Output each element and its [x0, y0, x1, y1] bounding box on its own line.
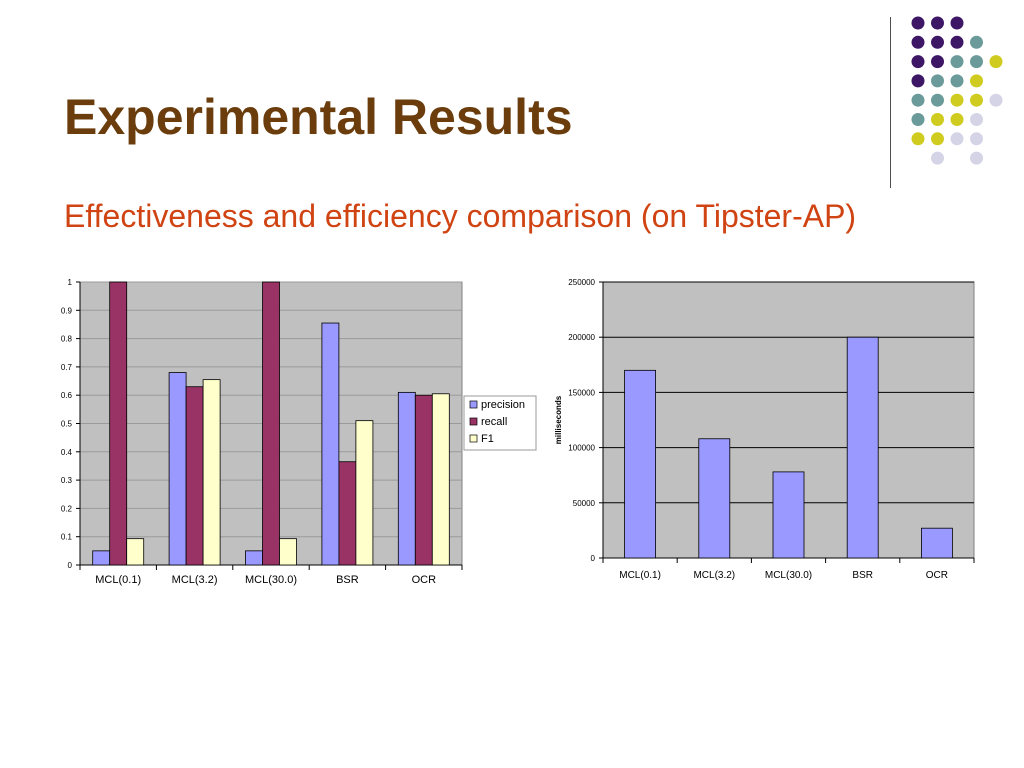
y-tick-label: 50000: [573, 499, 596, 508]
precision-recall-f1-chart: 0 0.1 0.2 0.3 0.4 0.5 0.6 0.7 0.8 0.9 1 MCL(0.1) MCL…: [61, 278, 537, 586]
y-tick-label: 100000: [568, 444, 595, 453]
decorative-dot: [970, 93, 983, 107]
bar: [624, 369, 656, 559]
bar: [772, 471, 805, 559]
decorative-dot: [911, 74, 925, 88]
x-category-label: MCL(30.0): [245, 574, 297, 586]
decorative-dot: [911, 132, 925, 146]
runtime-chart: 0 50000 100000 150000 200000 250000 MCL(0.1) MC…: [554, 278, 975, 581]
bar: [202, 379, 221, 566]
x-category-label: OCR: [412, 574, 437, 586]
decorative-dot: [950, 35, 964, 49]
decorative-dot: [911, 16, 925, 30]
bar: [431, 393, 450, 566]
y-tick-label: 250000: [568, 278, 595, 287]
bar: [109, 281, 128, 566]
decorative-dot: [950, 93, 964, 107]
legend-label: F1: [481, 433, 494, 445]
decorative-dot: [931, 151, 944, 165]
y-tick-label: 0.1: [61, 533, 73, 542]
y-tick-label: 0.2: [61, 504, 73, 513]
bar: [92, 550, 111, 566]
y-tick-label: 1: [68, 278, 73, 287]
divider-line: [890, 17, 891, 188]
bar: [126, 538, 145, 566]
y-tick-label: 0.4: [61, 448, 73, 457]
legend-swatch: [469, 400, 478, 409]
y-tick-label: 0.3: [61, 476, 73, 485]
legend-swatch: [469, 417, 478, 426]
x-category-label: BSR: [336, 574, 359, 586]
bar: [920, 527, 953, 559]
x-category-label: MCL(0.1): [619, 570, 661, 581]
decorative-dot: [950, 55, 964, 69]
decorative-dot: [950, 74, 964, 88]
bar: [168, 372, 187, 566]
bar: [245, 550, 263, 566]
decorative-dot: [950, 113, 964, 126]
decorative-dot: [931, 55, 944, 69]
decorative-dot: [970, 132, 983, 146]
decorative-dot: [931, 132, 944, 146]
decorative-dot: [970, 35, 983, 49]
decorative-dot: [950, 16, 964, 30]
bar: [355, 420, 374, 566]
decorative-dot: [931, 16, 944, 30]
decorative-dot: [931, 35, 944, 49]
slide-title: Experimental Results: [64, 89, 573, 145]
decorative-dot: [970, 113, 983, 126]
y-tick-label: 150000: [568, 388, 595, 397]
bar: [262, 281, 280, 566]
y-tick-label: 0: [591, 554, 596, 563]
decorative-dot: [931, 74, 944, 88]
y-tick-label: 0.5: [61, 420, 73, 429]
y-tick-label: 0: [68, 561, 73, 570]
decorative-dot: [970, 74, 983, 88]
x-category-label: BSR: [852, 570, 873, 581]
x-category-label: MCL(30.0): [765, 570, 812, 581]
decorative-dot: [989, 93, 1003, 107]
x-category-label: MCL(0.1): [95, 574, 141, 586]
bar: [414, 394, 433, 566]
x-category-label: MCL(3.2): [172, 574, 218, 586]
y-tick-label: 0.9: [61, 306, 73, 315]
y-tick-label: 0.8: [61, 335, 73, 344]
bar: [185, 386, 204, 566]
x-category-label: OCR: [926, 570, 948, 581]
decorative-dot: [911, 55, 925, 69]
decorative-dot: [911, 93, 925, 107]
decorative-dot: [970, 151, 983, 165]
y-tick-label: 0.6: [61, 391, 73, 400]
bar: [846, 336, 879, 559]
bar: [397, 391, 416, 566]
bar: [338, 461, 357, 566]
decorative-dot: [950, 132, 964, 146]
decorative-dot: [989, 55, 1003, 69]
legend-swatch: [469, 434, 478, 443]
bar: [698, 438, 731, 559]
decorative-dot: [931, 113, 944, 126]
decorative-dot: [970, 55, 983, 69]
bar: [321, 322, 340, 566]
bar: [279, 538, 297, 566]
decorative-dot: [931, 93, 944, 107]
y-tick-label: 200000: [568, 333, 595, 342]
y-tick-label: 0.7: [61, 363, 73, 372]
decorative-dot: [911, 35, 925, 49]
decorative-dot: [911, 113, 925, 126]
legend-label: recall: [481, 416, 507, 428]
legend-label: precision: [481, 399, 525, 411]
x-category-label: MCL(3.2): [693, 570, 735, 581]
y-axis-label: milliseconds: [554, 395, 563, 444]
slide-subtitle: Effectiveness and efficiency comparison …: [64, 198, 857, 234]
